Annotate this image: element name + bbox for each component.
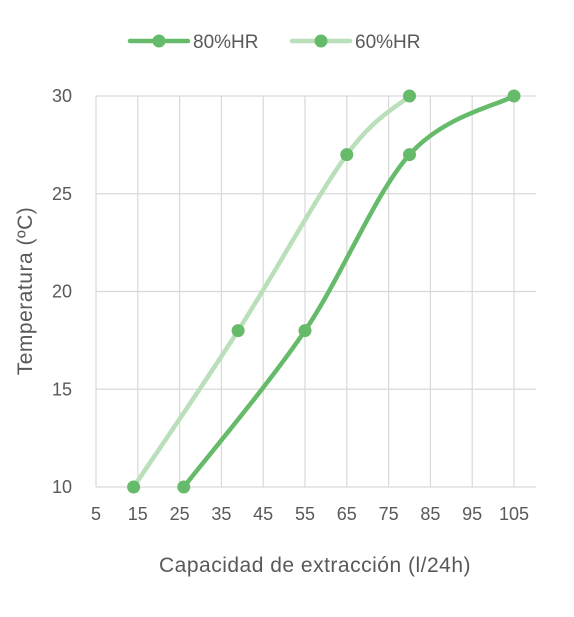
series-1	[127, 89, 416, 494]
x-tick-label: 105	[499, 504, 529, 524]
y-axis-title: Temperatura (ºC)	[14, 207, 37, 376]
series-line	[181, 93, 517, 490]
y-tick-label: 30	[52, 86, 72, 106]
data-point	[231, 324, 245, 338]
x-axis-ticks: 5 15 25 35 45 55 65 75 85 95 105	[91, 504, 529, 524]
legend-item: 60%HR	[289, 32, 420, 53]
x-tick-label: 65	[337, 504, 357, 524]
y-tick-label: 20	[52, 282, 72, 302]
data-point	[507, 89, 521, 103]
legend-label: 80%HR	[193, 32, 258, 53]
series-0	[177, 89, 521, 494]
y-tick-label: 25	[52, 184, 72, 204]
x-tick-label: 35	[211, 504, 231, 524]
series-group	[127, 89, 521, 494]
x-tick-label: 85	[420, 504, 440, 524]
legend-item: 80%HR	[127, 32, 258, 53]
x-tick-label: 55	[295, 504, 315, 524]
x-tick-label: 95	[462, 504, 482, 524]
data-point	[298, 324, 312, 338]
x-tick-label: 15	[128, 504, 148, 524]
data-point	[127, 480, 141, 494]
data-point	[403, 148, 416, 162]
data-point	[403, 89, 416, 103]
data-point	[177, 480, 191, 494]
y-tick-label: 10	[52, 477, 72, 497]
legend: 80%HR 60%HR	[127, 32, 420, 53]
series-line	[131, 93, 412, 490]
legend-marker	[152, 34, 166, 48]
x-tick-label: 75	[379, 504, 399, 524]
x-tick-label: 5	[91, 504, 101, 524]
x-tick-label: 25	[170, 504, 190, 524]
x-tick-label: 45	[253, 504, 273, 524]
data-point	[340, 148, 354, 162]
grid	[95, 95, 536, 488]
legend-label: 60%HR	[355, 32, 420, 53]
legend-marker	[314, 34, 328, 48]
x-axis-title: Capacidad de extracción (l/24h)	[159, 554, 471, 577]
y-axis-ticks: 10 15 20 25 30	[52, 86, 72, 497]
y-tick-label: 15	[52, 379, 72, 399]
